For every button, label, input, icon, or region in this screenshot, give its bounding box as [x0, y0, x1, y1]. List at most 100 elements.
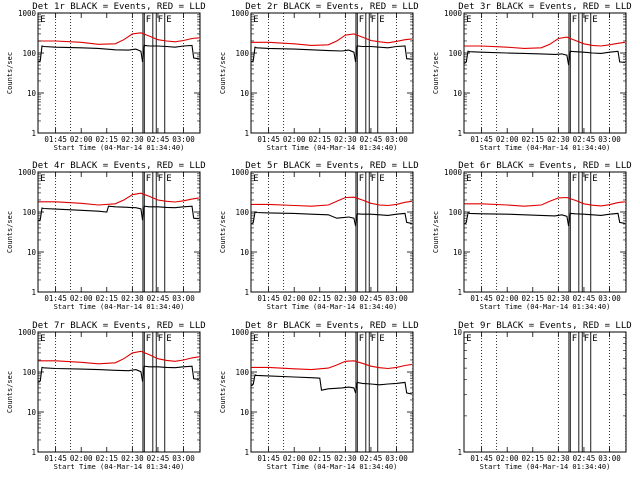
y-tick-label: 1000 — [444, 168, 463, 177]
x-tick-label: 02:30 — [121, 294, 144, 303]
event-marker-label: F — [359, 334, 364, 344]
chart-title: Det 1r BLACK = Events, RED = LLD — [32, 2, 205, 12]
x-tick-label: 03:00 — [172, 135, 195, 144]
event-marker-label: F — [146, 334, 151, 344]
event-marker-label: E — [166, 174, 171, 184]
chart-title: Det 4r BLACK = Events, RED = LLD — [32, 161, 205, 171]
x-tick-label: 01:45 — [44, 135, 67, 144]
x-tick-label: 02:30 — [334, 454, 357, 463]
series-line-events — [464, 212, 626, 226]
x-tick-label: 03:00 — [385, 454, 408, 463]
x-tick-label: 01:45 — [257, 454, 280, 463]
y-tick-label: 10 — [453, 328, 463, 337]
x-tick-label: 02:45 — [147, 294, 170, 303]
chart-title: Det 8r BLACK = Events, RED = LLD — [245, 321, 418, 331]
x-tick-label: 02:15 — [308, 294, 331, 303]
x-axis-label: Start Time (04-Mar-14 01:34:40) — [54, 303, 185, 311]
event-marker-label: F — [359, 15, 364, 25]
x-tick-label: 01:45 — [470, 135, 493, 144]
x-tick-label: 02:00 — [70, 454, 93, 463]
plot-frame — [463, 331, 627, 453]
x-axis-label: Start Time (04-Mar-14 01:34:40) — [480, 144, 611, 152]
x-tick-label: 02:30 — [334, 135, 357, 144]
x-tick-label: 01:45 — [44, 454, 67, 463]
event-marker-label: F — [572, 174, 577, 184]
x-tick-label: 03:00 — [172, 294, 195, 303]
x-tick-label: 02:30 — [334, 294, 357, 303]
y-axis-label: Counts/sec — [432, 52, 440, 94]
series-line-events — [251, 211, 413, 227]
event-marker-label: F — [146, 15, 151, 25]
x-tick-label: 02:00 — [283, 135, 306, 144]
x-tick-label: 02:00 — [283, 454, 306, 463]
x-tick-label: 02:15 — [521, 294, 544, 303]
y-axis-label: Counts/sec — [6, 371, 14, 413]
event-marker-label: E — [166, 15, 171, 25]
event-marker-label: F — [371, 174, 376, 184]
event-marker-label: E — [379, 334, 384, 344]
x-tick-label: 03:00 — [598, 454, 621, 463]
y-tick-label: 1 — [31, 129, 36, 138]
x-tick-label: 02:15 — [521, 454, 544, 463]
x-tick-label: 03:00 — [598, 294, 621, 303]
x-axis-label: Start Time (04-Mar-14 01:34:40) — [480, 303, 611, 311]
y-tick-label: 100 — [235, 208, 249, 217]
chart-title: Det 6r BLACK = Events, RED = LLD — [458, 161, 631, 171]
y-tick-label: 1000 — [18, 9, 37, 18]
y-tick-label: 1 — [31, 448, 36, 457]
x-tick-label: 01:45 — [44, 294, 67, 303]
plot-frame — [37, 12, 201, 134]
y-axis-label: Counts/sec — [6, 52, 14, 94]
chart-title: Det 2r BLACK = Events, RED = LLD — [245, 2, 418, 12]
chart-title: Det 9r BLACK = Events, RED = LLD — [458, 321, 631, 331]
x-tick-label: 01:45 — [470, 454, 493, 463]
series-line-events — [38, 44, 199, 63]
x-tick-label: 02:00 — [496, 135, 519, 144]
y-tick-label: 10 — [27, 89, 37, 98]
x-tick-label: 02:45 — [360, 294, 383, 303]
series-line-lld — [38, 192, 199, 206]
y-tick-label: 1 — [244, 448, 249, 457]
x-tick-label: 02:45 — [573, 454, 596, 463]
chart-title: Det 3r BLACK = Events, RED = LLD — [458, 2, 631, 12]
x-tick-label: 03:00 — [385, 294, 408, 303]
event-marker-label: E — [166, 334, 171, 344]
event-marker-label: E — [466, 174, 471, 184]
x-axis-label: Start Time (04-Mar-14 01:34:40) — [267, 303, 398, 311]
y-tick-label: 1 — [457, 448, 462, 457]
x-tick-label: 02:30 — [547, 294, 570, 303]
y-tick-label: 100 — [448, 49, 462, 58]
x-tick-label: 02:30 — [121, 135, 144, 144]
y-tick-label: 1000 — [444, 9, 463, 18]
x-axis-label: Start Time (04-Mar-14 01:34:40) — [267, 144, 398, 152]
event-marker-label: F — [371, 15, 376, 25]
y-tick-label: 1000 — [231, 9, 250, 18]
y-tick-label: 10 — [240, 89, 250, 98]
event-marker-label: E — [40, 174, 45, 184]
y-tick-label: 10 — [453, 89, 463, 98]
x-tick-label: 03:00 — [598, 135, 621, 144]
event-marker-label: F — [572, 15, 577, 25]
y-tick-label: 1 — [457, 288, 462, 297]
series-line-events — [38, 365, 199, 383]
series-line-events — [464, 50, 625, 66]
y-tick-label: 10 — [453, 248, 463, 257]
series-line-lld — [38, 32, 199, 45]
x-tick-label: 02:30 — [547, 454, 570, 463]
series-line-lld — [251, 360, 412, 371]
x-tick-label: 02:15 — [95, 454, 118, 463]
y-tick-label: 1 — [457, 129, 462, 138]
event-marker-label: F — [359, 174, 364, 184]
y-tick-label: 100 — [22, 208, 36, 217]
x-tick-label: 02:45 — [573, 135, 596, 144]
y-tick-label: 100 — [448, 208, 462, 217]
y-tick-label: 10 — [27, 408, 37, 417]
y-tick-label: 1000 — [231, 328, 250, 337]
x-tick-label: 02:45 — [573, 294, 596, 303]
